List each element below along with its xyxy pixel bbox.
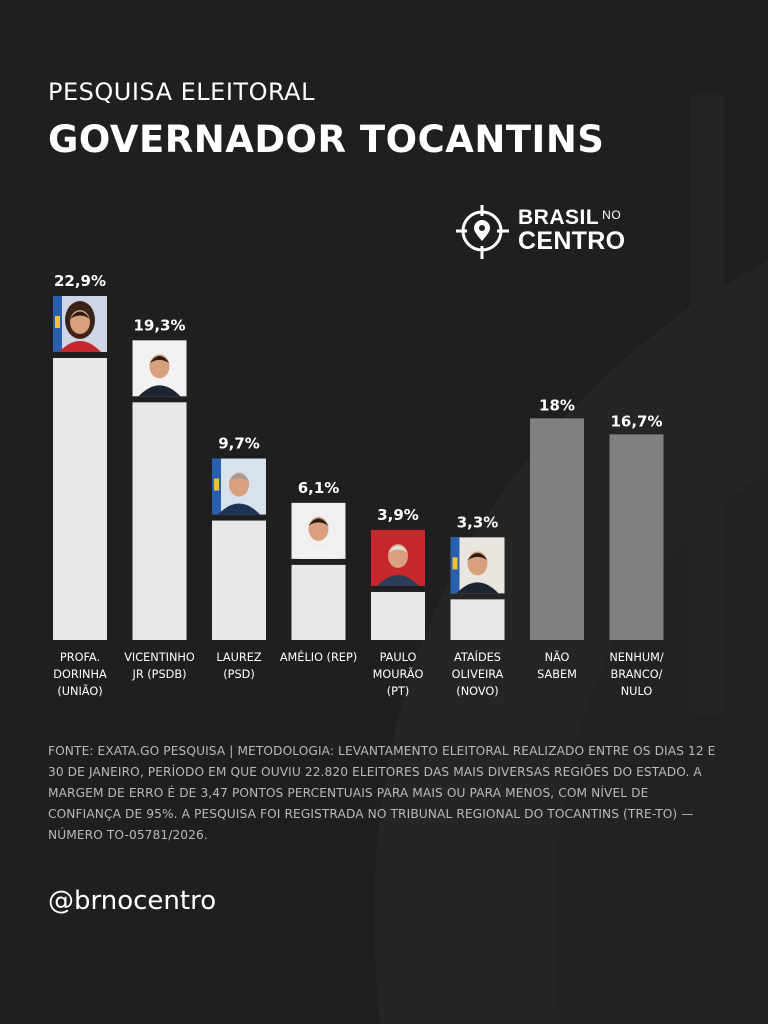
category-label: VICENTINHO JR (PSDB) <box>124 651 195 681</box>
candidate-photo-amelio-icon <box>291 502 346 559</box>
page-title: GOVERNADOR TOCANTINS <box>48 118 605 161</box>
data-label: 6,1% <box>298 479 340 497</box>
crosshair-pin-icon <box>456 205 509 259</box>
category-label: AMÉLIO (REP) <box>280 651 357 664</box>
data-label: 9,7% <box>218 435 260 453</box>
header-subtitle: PESQUISA ELEITORAL <box>48 78 315 106</box>
data-label: 3,9% <box>377 506 419 524</box>
category-label: NÃO SABEM <box>537 651 577 681</box>
source-note: FONTE: EXATA.GO PESQUISA | METODOLOGIA: … <box>48 744 716 842</box>
category-label: LAUREZ (PSD) <box>216 651 262 681</box>
data-label: 3,3% <box>457 513 499 531</box>
bar <box>53 358 107 640</box>
category-label: PAULO MOURÃO (PT) <box>373 651 424 698</box>
brand-logo: BRASIL NO CENTRO <box>454 203 634 263</box>
data-label: 18% <box>539 396 575 414</box>
data-label: 22,9% <box>54 272 106 290</box>
bar <box>450 599 505 640</box>
bar <box>132 402 187 640</box>
candidate-photo-vicentinho-icon <box>132 340 187 397</box>
candidate-photo-laurez-icon <box>212 458 266 515</box>
bar <box>371 591 425 640</box>
category-label: PROFA. DORINHA (UNIÃO) <box>53 651 107 698</box>
bar <box>212 520 266 640</box>
bar-chart: 22,9% PROFA. DORINHA (UNIÃO) 19,3% VICENTINHO… <box>53 272 664 698</box>
data-label: 19,3% <box>133 316 185 334</box>
candidate-photo-ataides-icon <box>450 537 505 594</box>
bar <box>530 418 584 640</box>
candidate-photo-dorinha-icon <box>53 296 107 352</box>
candidate-photo-paulo-mourao-icon <box>371 529 425 586</box>
logo-centro: CENTRO <box>518 227 626 255</box>
bar <box>609 434 664 640</box>
category-label: NENHUM/BRANCO/NULO <box>609 651 664 698</box>
data-label: 16,7% <box>610 412 662 430</box>
logo-no: NO <box>602 208 622 222</box>
category-label: ATAÍDES OLIVEIRA (NOVO) <box>452 651 504 698</box>
bar <box>291 564 346 640</box>
logo-brasil: BRASIL <box>518 206 600 229</box>
social-handle: @brnocentro <box>48 886 217 916</box>
